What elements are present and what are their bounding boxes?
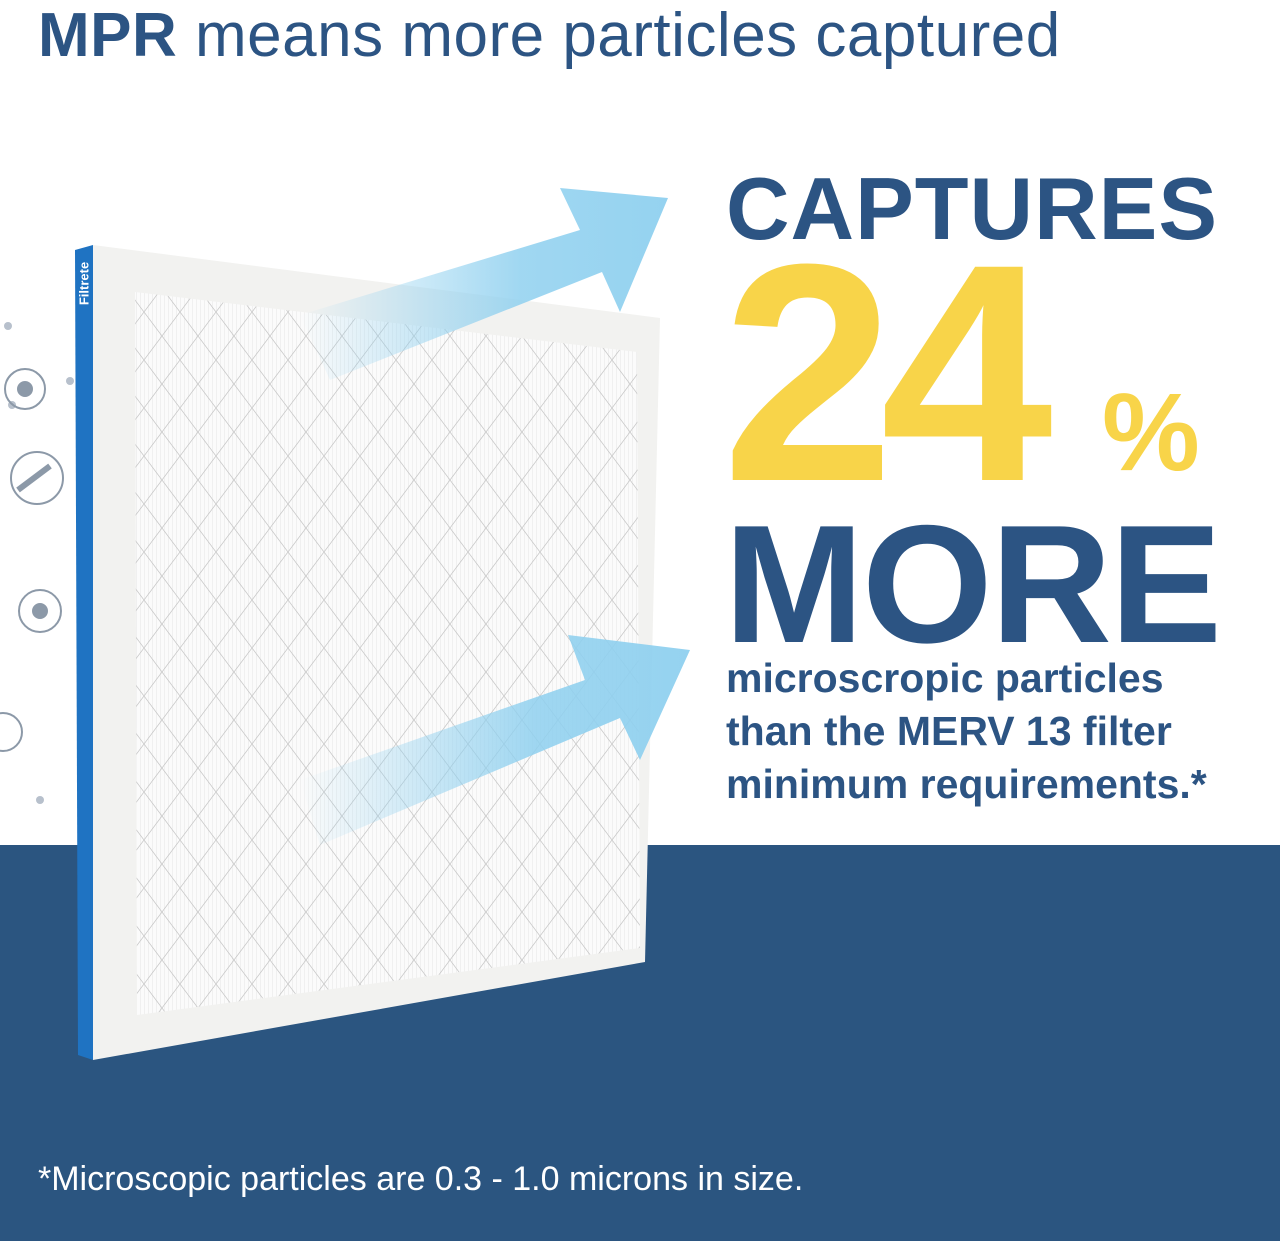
particle-dots <box>4 322 74 804</box>
airflow-arrow-bottom <box>300 635 690 845</box>
footnote: *Microscopic particles are 0.3 - 1.0 mic… <box>38 1160 804 1198</box>
headline-bold: MPR <box>38 1 178 70</box>
filter-side-edge <box>75 245 93 1060</box>
brand-logo: Filtrete <box>76 261 92 306</box>
claim-description: microscropic particles than the MERV 13 … <box>726 652 1207 811</box>
claim-line: minimum requirements.* <box>726 761 1207 807</box>
percent-number: 24 <box>722 199 1053 546</box>
gear-particle-icon <box>0 368 64 752</box>
page-title: MPR means more particles captured <box>38 0 1061 71</box>
claim-line: microscropic particles <box>726 655 1164 701</box>
airflow-arrow-top <box>300 188 668 380</box>
headline-rest: means more particles captured <box>195 1 1061 70</box>
claim-line: than the MERV 13 filter <box>726 708 1172 754</box>
percent-sign: % <box>1102 371 1200 494</box>
more-label: MORE <box>724 490 1222 678</box>
captures-label: CAPTURES <box>726 159 1219 258</box>
